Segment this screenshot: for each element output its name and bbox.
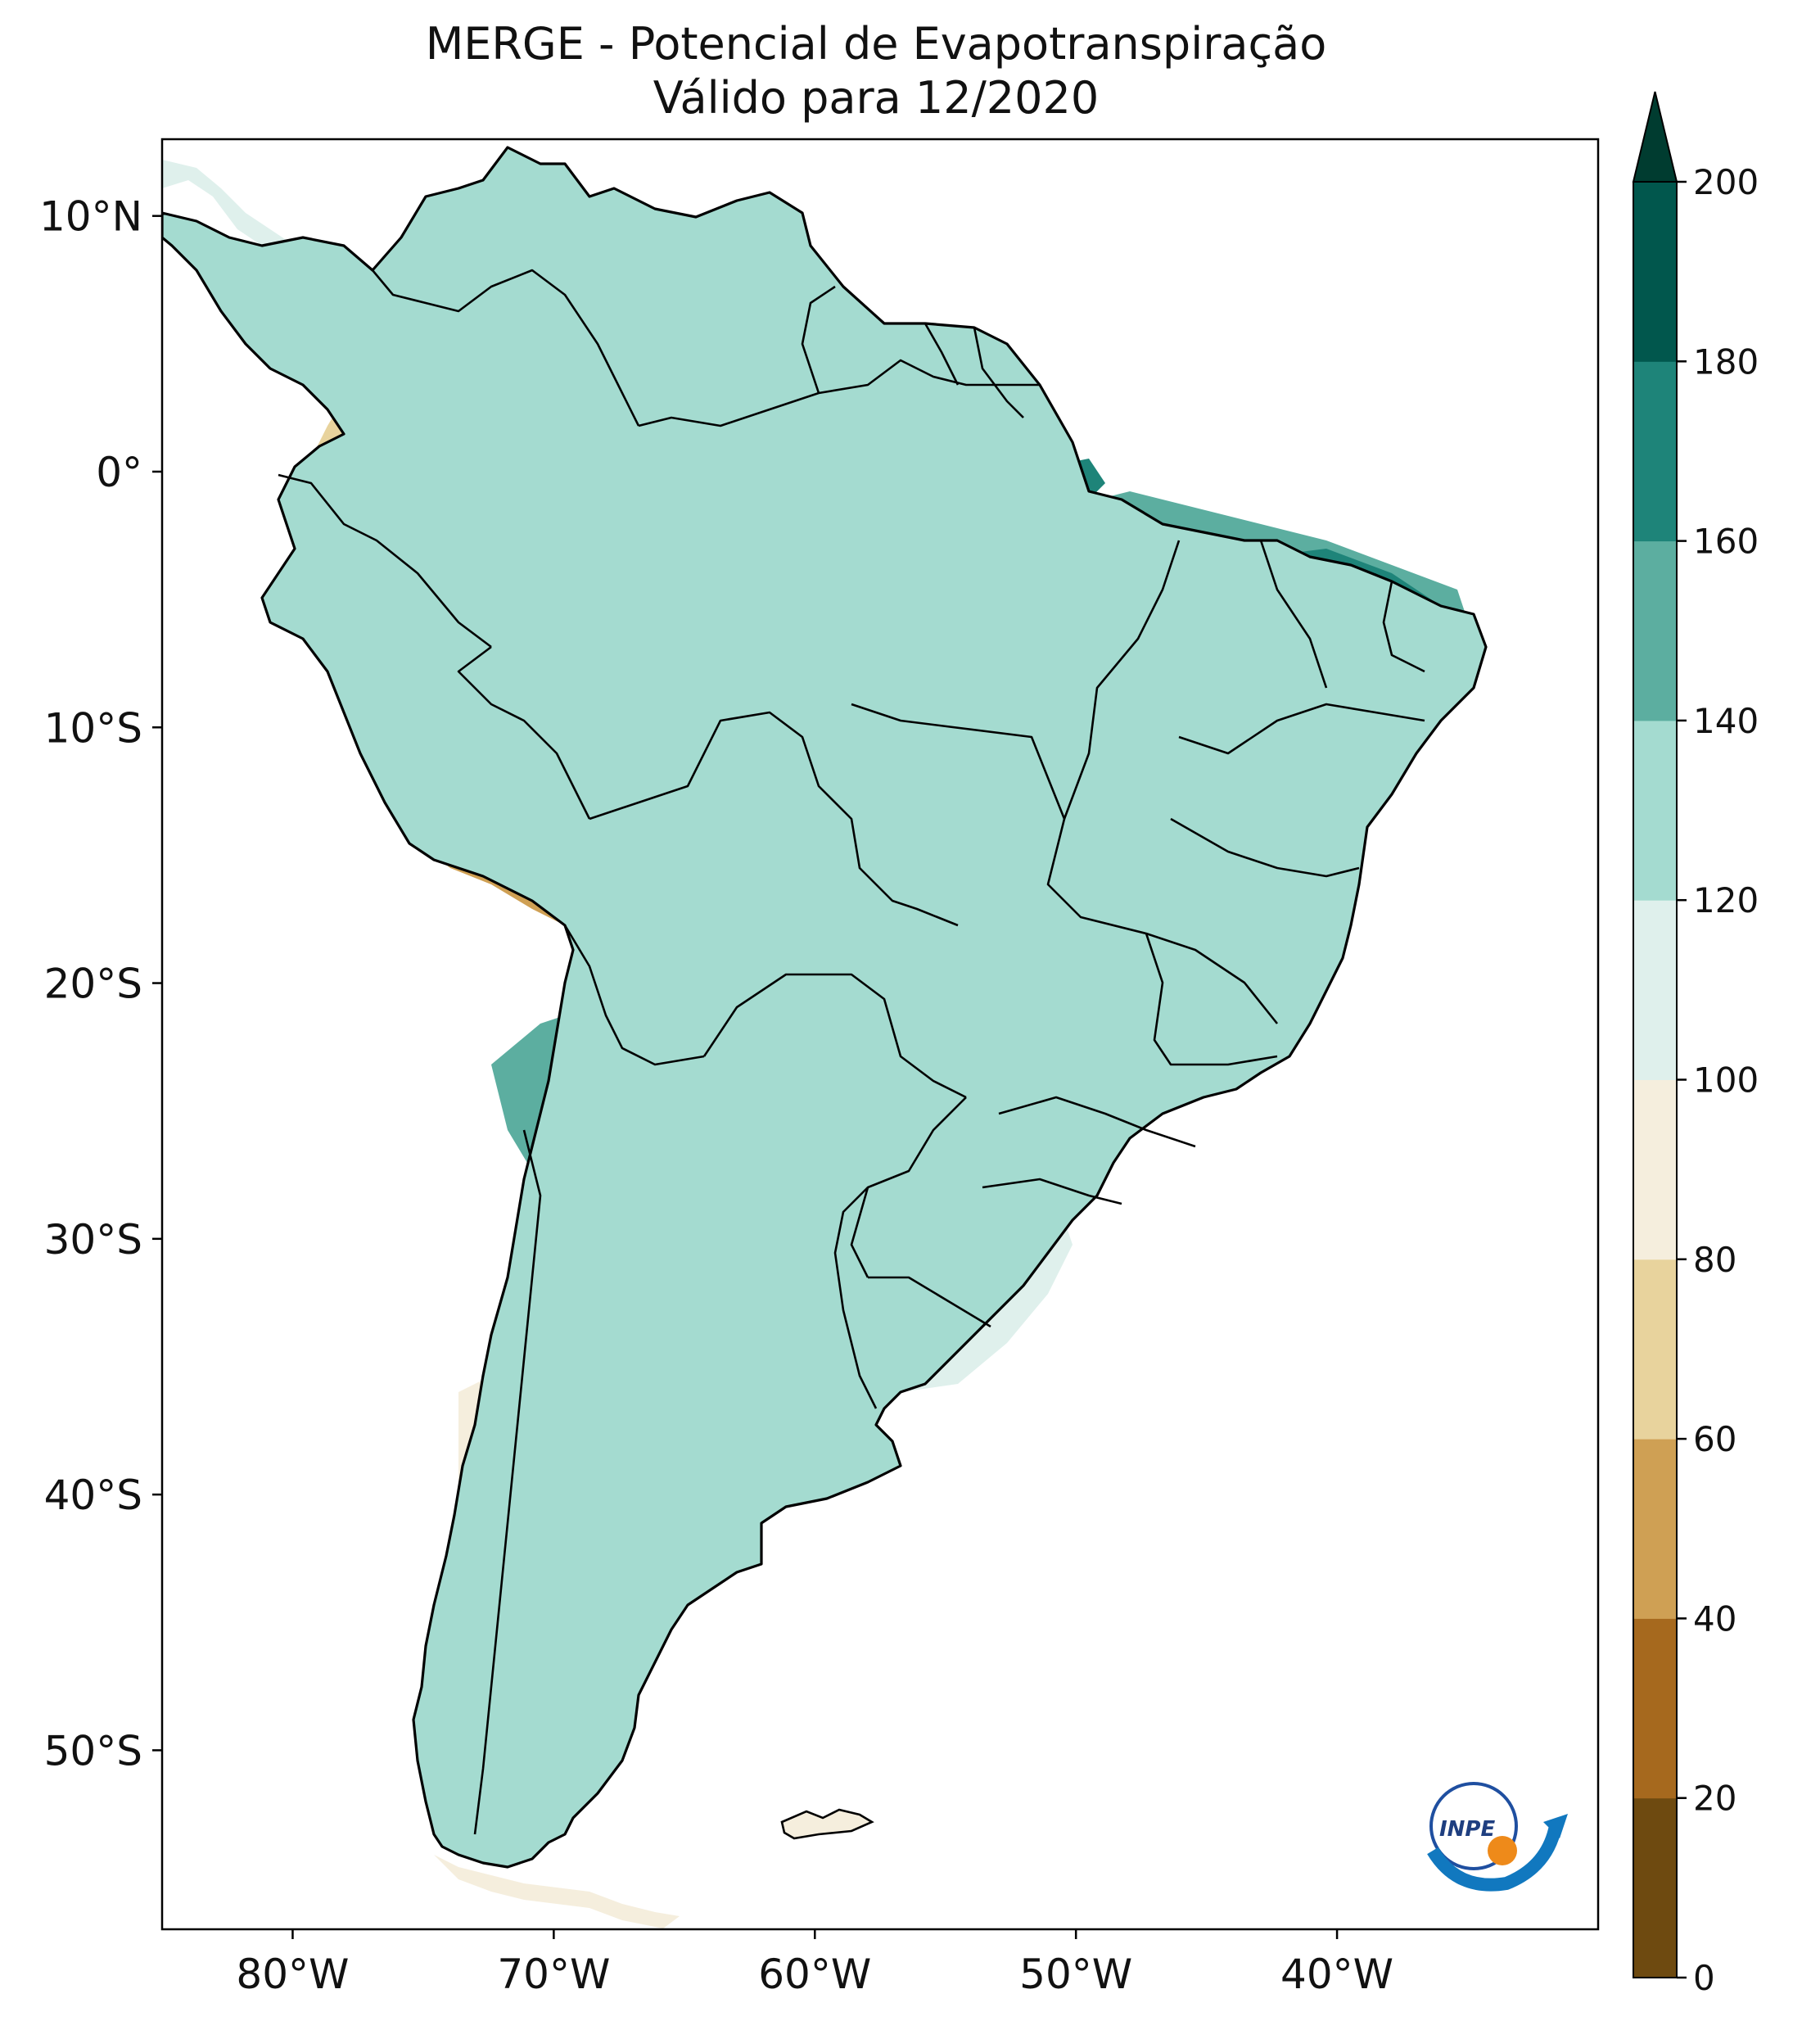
colorbar-bin: [1633, 1079, 1677, 1260]
colorbar-extend-arrow: [1632, 91, 1678, 183]
colorbar-label: 200: [1693, 162, 1759, 202]
inpe-logo-text: INPE: [1439, 1817, 1495, 1842]
map-subtitle: Válido para 12/2020: [653, 72, 1100, 124]
colorbar-label: 120: [1693, 880, 1759, 920]
colorbar-bin: [1633, 900, 1677, 1080]
y-tick-label: 10°N: [39, 193, 142, 241]
y-tick-label: 40°S: [44, 1472, 142, 1519]
central-america: [162, 160, 295, 262]
colorbar: 0 20 40 60 80 100 120 140 160 180 200: [1632, 91, 1759, 1998]
x-tick-label: 60°W: [758, 1951, 871, 1998]
y-tick-label: 20°S: [44, 961, 142, 1008]
axis-ticks: 80°W 70°W 60°W 50°W 40°W 10°N 0° 10°S 20°S 30°S 40…: [39, 193, 1393, 1998]
colorbar-bin: [1633, 361, 1677, 542]
colorbar-label: 0: [1693, 1958, 1715, 1998]
colorbar-bin: [1633, 540, 1677, 721]
inpe-sun-icon: [1488, 1836, 1517, 1865]
colorbar-label: 100: [1693, 1060, 1759, 1101]
colorbar-label: 20: [1693, 1779, 1736, 1819]
colorbar-label: 140: [1693, 701, 1759, 741]
x-tick-label: 40°W: [1280, 1951, 1393, 1998]
x-tick-label: 70°W: [497, 1951, 610, 1998]
y-tick-label: 50°S: [44, 1727, 142, 1775]
y-tick-label: 30°S: [44, 1216, 142, 1264]
y-tick-label: 10°S: [44, 704, 142, 752]
colorbar-label: 60: [1693, 1419, 1736, 1459]
x-tick-label: 50°W: [1019, 1951, 1132, 1998]
y-tick-label: 0°: [96, 449, 142, 496]
x-tick-label: 80°W: [236, 1951, 349, 1998]
colorbar-label: 80: [1693, 1240, 1736, 1280]
tierra-del-fuego: [434, 1855, 680, 1928]
country-borders: [278, 269, 1425, 1835]
map-content: [162, 146, 1488, 1928]
colorbar-bin: [1633, 1439, 1677, 1619]
colorbar-bin: [1633, 720, 1677, 901]
colorbar-label: 160: [1693, 522, 1759, 562]
colorbar-bin: [1633, 182, 1677, 362]
colorbar-bin: [1633, 1797, 1677, 1978]
falkland-islands: [780, 1808, 874, 1840]
map-frame: [160, 138, 1600, 1931]
map-title: MERGE - Potencial de Evapotranspiração: [425, 18, 1327, 70]
inpe-logo: INPE: [1427, 1782, 1568, 1892]
colorbar-label: 40: [1693, 1598, 1736, 1639]
colorbar-label: 180: [1693, 341, 1759, 382]
colorbar-bin: [1633, 1618, 1677, 1799]
colorbar-bin: [1633, 1259, 1677, 1440]
